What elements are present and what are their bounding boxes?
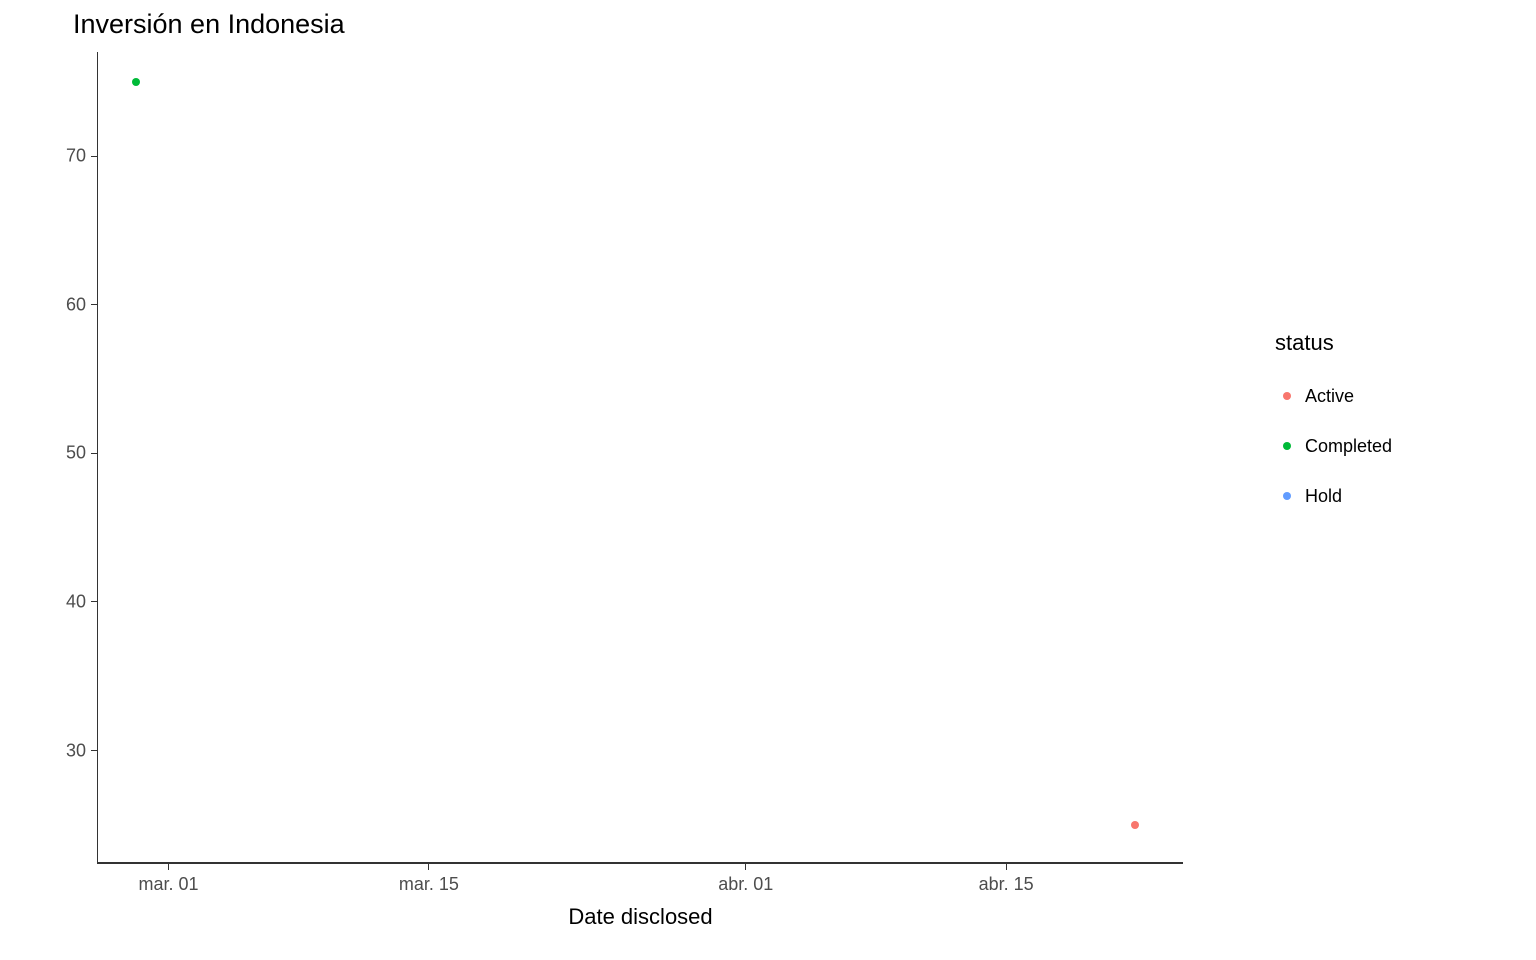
x-tick-label: mar. 01 — [139, 874, 199, 895]
y-tick-label: 40 — [66, 591, 86, 612]
legend-item: Completed — [1275, 434, 1392, 458]
x-tick-label: abr. 15 — [979, 874, 1034, 895]
y-tick-label: 60 — [66, 294, 86, 315]
x-tick-mark — [168, 864, 169, 870]
legend-title: status — [1275, 330, 1334, 356]
legend-item: Hold — [1275, 484, 1342, 508]
legend-item: Active — [1275, 384, 1354, 408]
x-tick-label: mar. 15 — [399, 874, 459, 895]
x-tick-label: abr. 01 — [718, 874, 773, 895]
x-tick-mark — [1006, 864, 1007, 870]
y-tick-label: 70 — [66, 146, 86, 167]
chart-container: Inversión en Indonesia mar. 01 mar. 15 abr… — [0, 0, 1536, 960]
y-tick-mark — [91, 750, 97, 751]
y-tick-mark — [91, 453, 97, 454]
legend-label: Active — [1305, 386, 1354, 407]
x-tick-mark — [745, 864, 746, 870]
y-tick-label: 50 — [66, 443, 86, 464]
data-point — [132, 78, 140, 86]
legend-label: Completed — [1305, 436, 1392, 457]
legend-swatch — [1283, 392, 1291, 400]
y-axis-line — [97, 52, 99, 864]
legend-swatch — [1283, 492, 1291, 500]
data-point — [1131, 821, 1139, 829]
y-tick-mark — [91, 156, 97, 157]
y-tick-mark — [91, 304, 97, 305]
legend-swatch — [1283, 442, 1291, 450]
chart-title: Inversión en Indonesia — [73, 9, 345, 40]
y-tick-mark — [91, 601, 97, 602]
x-axis-label: Date disclosed — [568, 904, 712, 930]
x-axis-line — [98, 862, 1183, 864]
y-tick-label: 30 — [66, 740, 86, 761]
x-tick-mark — [428, 864, 429, 870]
legend-label: Hold — [1305, 486, 1342, 507]
